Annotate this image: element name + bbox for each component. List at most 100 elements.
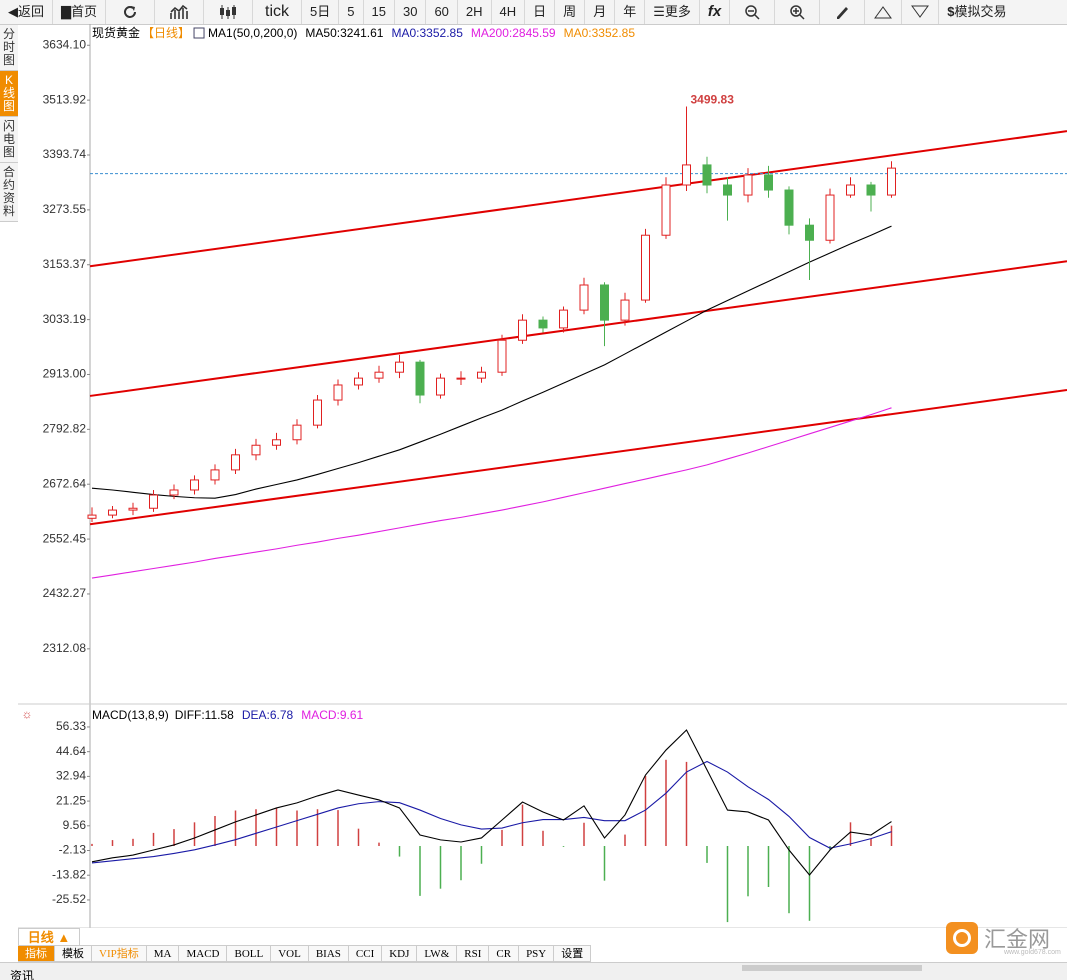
side-tab[interactable]: 合约资料	[0, 163, 18, 222]
indicator-tab[interactable]: MACD	[179, 945, 228, 962]
candle-body	[477, 371, 486, 379]
indicator-tab[interactable]: VIP指标	[92, 945, 147, 962]
indicator-tab[interactable]: CR	[489, 945, 520, 962]
candle-body	[661, 184, 671, 236]
period-button[interactable]: 2H	[458, 0, 492, 24]
trendline	[89, 130, 1067, 268]
news-bar: 资讯	[0, 962, 1067, 980]
candle-body	[600, 284, 609, 321]
indicator-tab[interactable]: 指标	[18, 945, 55, 962]
zoom-out[interactable]	[730, 0, 776, 24]
legend-icon	[193, 27, 205, 39]
zoom-in[interactable]	[775, 0, 821, 24]
scrollbar[interactable]	[742, 965, 922, 971]
news-tab[interactable]: 资讯	[10, 969, 35, 980]
chart-button[interactable]	[155, 0, 205, 24]
icon	[124, 6, 137, 18]
period-button[interactable]: 15	[364, 0, 395, 24]
macd-icon: ☼	[22, 707, 33, 721]
candle-body	[559, 309, 568, 329]
side-tab[interactable]: 分时图	[0, 25, 18, 71]
icon	[837, 7, 849, 19]
period-group: 5日 5 15 30 60 2H 4H 日周月年	[302, 0, 646, 24]
up-button[interactable]	[865, 0, 903, 24]
indicator-tab[interactable]: BIAS	[308, 945, 349, 962]
icon	[745, 5, 760, 20]
candle-body	[723, 184, 732, 196]
candle-body	[538, 319, 548, 329]
indicator-tab[interactable]: LW&	[417, 945, 458, 962]
candle-body	[313, 399, 322, 426]
indicator-tab[interactable]: VOL	[271, 945, 309, 962]
candle-body	[395, 361, 404, 373]
candle-body	[764, 174, 773, 191]
refresh-button[interactable]	[106, 0, 156, 24]
period-button[interactable]: 5	[339, 0, 364, 24]
y-tick-label: 21.25	[56, 793, 86, 807]
x-tick-label: 2025/03	[439, 927, 483, 928]
period-button[interactable]: 5日	[302, 0, 340, 24]
period-button[interactable]: 60	[426, 0, 458, 24]
trendline	[89, 389, 1067, 526]
period-button[interactable]: 月	[585, 0, 616, 24]
back-button[interactable]: ◀ 返回	[0, 0, 54, 24]
indicator-tab[interactable]: PSY	[519, 945, 555, 962]
y-tick-label: 3153.37	[43, 257, 87, 271]
candle-body	[866, 184, 876, 196]
period-button[interactable]: 周	[555, 0, 586, 24]
indicator-tab[interactable]: KDJ	[382, 945, 418, 962]
tick-button[interactable]: tick	[253, 0, 303, 24]
candle-body	[579, 284, 589, 311]
period-button[interactable]: 4H	[492, 0, 526, 24]
candle-body	[641, 234, 650, 301]
logo: 汇金网 www.gold678.com	[946, 920, 1061, 960]
fx-button[interactable]: fx	[700, 0, 731, 24]
more-button[interactable]: ☰ 更多	[645, 0, 700, 24]
y-tick-label: 32.94	[56, 769, 86, 783]
period-button[interactable]: 年	[615, 0, 646, 24]
indicator-tab[interactable]: RSI	[457, 945, 490, 962]
indicator-tab[interactable]: CCI	[348, 945, 383, 962]
candle-body	[702, 164, 712, 186]
indicator-tab[interactable]: 模板	[55, 945, 92, 962]
candle-button[interactable]	[204, 0, 254, 24]
indicator-tab[interactable]: MA	[146, 945, 180, 962]
x-tick-label: 2025/01	[132, 927, 176, 928]
indicator-tab[interactable]: 设置	[554, 945, 592, 962]
candle-body	[887, 167, 896, 196]
candle-body	[436, 377, 445, 396]
indicator-tab[interactable]: BOLL	[227, 945, 272, 962]
period-button[interactable]: 日	[525, 0, 556, 24]
period-button[interactable]: 30	[395, 0, 427, 24]
y-tick-label: -2.13	[59, 843, 87, 857]
candle-body	[354, 377, 363, 386]
candle-body	[784, 189, 794, 226]
moving-average	[91, 407, 892, 579]
draw-button[interactable]	[820, 0, 866, 24]
candle-body	[374, 371, 384, 379]
y-tick-label: 3513.92	[43, 92, 87, 106]
side-tab[interactable]: K线图	[0, 71, 18, 117]
label: 更多	[664, 4, 691, 19]
y-tick-label: -13.82	[52, 867, 86, 881]
trade-button[interactable]: $ 模拟交易	[939, 0, 1014, 24]
y-tick-label: 2792.82	[43, 422, 87, 436]
home-button[interactable]: ▇ 首页	[53, 0, 107, 24]
y-tick-label: 2432.27	[43, 586, 87, 600]
down-button[interactable]	[902, 0, 940, 24]
sidebar: 分时图 K线图 闪电图 合约资料	[0, 25, 18, 222]
label: 模拟交易	[954, 4, 1007, 19]
candle-body	[825, 194, 835, 241]
macd-title: MACD(13,8,9)	[92, 708, 169, 722]
y-tick-label: 3273.55	[43, 202, 87, 216]
candle-body	[87, 514, 97, 519]
high-label: 3499.83	[691, 93, 735, 107]
icon	[170, 4, 188, 19]
candle-body	[231, 454, 240, 471]
candle-body	[497, 339, 507, 373]
label: 首页	[71, 4, 98, 19]
y-tick-label: 9.56	[63, 818, 87, 832]
side-tab[interactable]: 闪电图	[0, 117, 18, 163]
candle-body	[210, 469, 220, 481]
